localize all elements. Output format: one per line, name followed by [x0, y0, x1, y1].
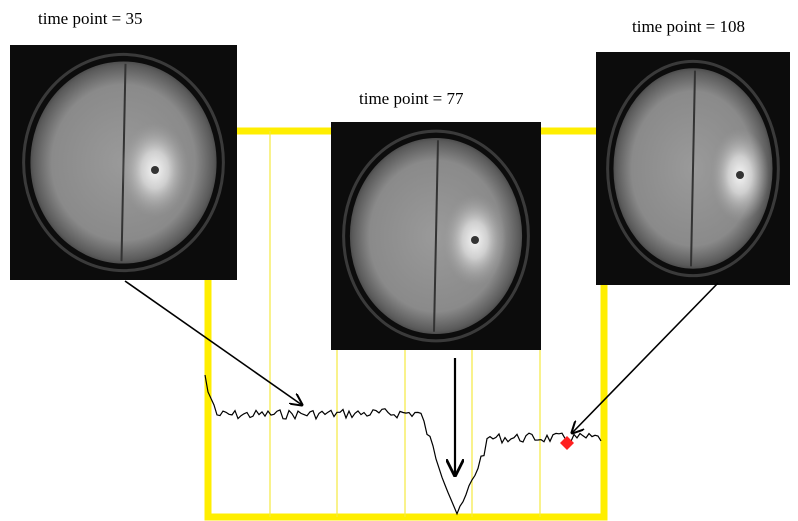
mri-image [596, 52, 790, 285]
lesion-core [151, 166, 159, 174]
figure-canvas: time point = 35 time point = 77 time poi… [0, 0, 798, 521]
panel-label: time point = 35 [38, 9, 143, 28]
mri-image [331, 122, 541, 350]
panel-label: time point = 77 [359, 89, 464, 108]
mri-image [10, 45, 237, 280]
panel-label: time point = 108 [632, 17, 745, 36]
lesion-core [471, 236, 479, 244]
lesion-core [736, 171, 744, 179]
figure: time point = 35 time point = 77 time poi… [0, 0, 798, 521]
